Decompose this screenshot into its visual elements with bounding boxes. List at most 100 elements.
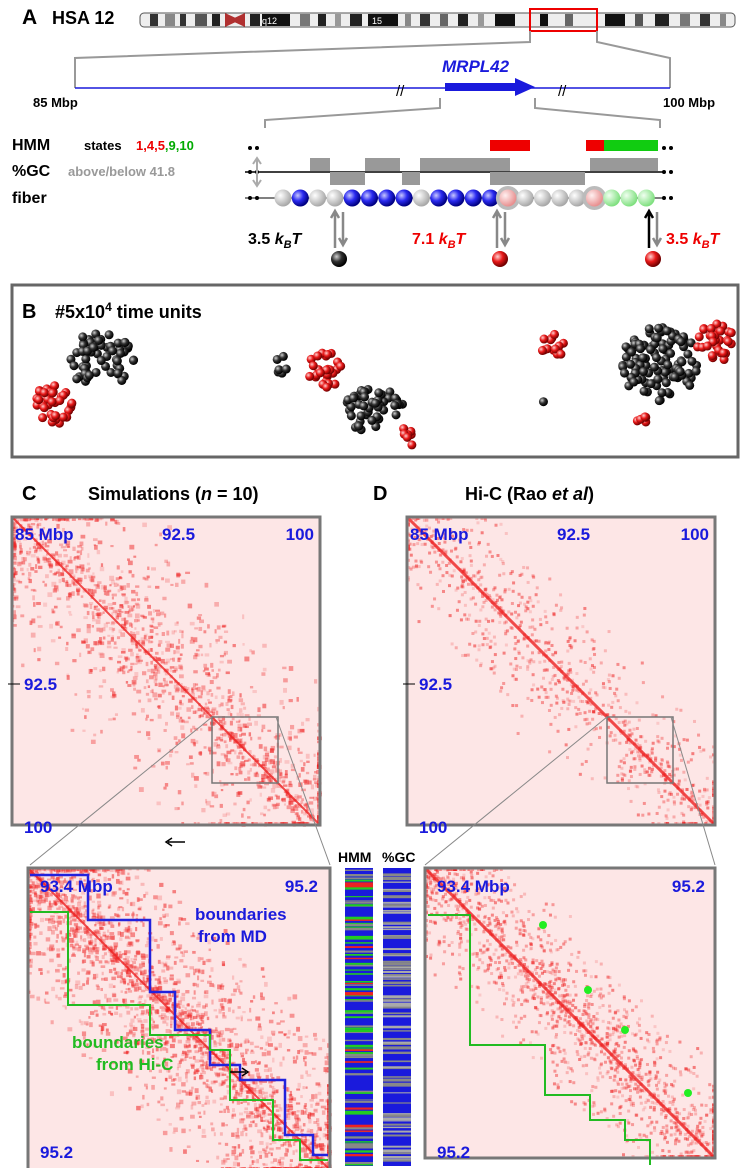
contact [614, 717, 618, 721]
contact [554, 682, 558, 686]
contact [277, 1103, 281, 1109]
contact [64, 896, 69, 901]
contact [264, 1064, 268, 1068]
contact [268, 759, 271, 765]
contact [324, 1121, 328, 1126]
contact [650, 749, 654, 753]
contact [92, 1044, 96, 1048]
contact [152, 609, 155, 613]
contact [208, 1087, 212, 1092]
contact [35, 897, 41, 902]
contact [131, 679, 137, 685]
contact [43, 998, 47, 1003]
contact [45, 574, 49, 579]
contact [571, 689, 575, 693]
contact [120, 586, 123, 592]
zoom-line [534, 98, 661, 128]
contact [19, 550, 23, 554]
contact [44, 583, 48, 587]
contact [216, 761, 221, 767]
contact [239, 1073, 245, 1077]
contact [244, 778, 247, 781]
contact [64, 565, 68, 571]
contact [132, 965, 137, 969]
monomer [96, 356, 106, 366]
contact [481, 594, 485, 598]
contact [26, 550, 29, 555]
contact [177, 1039, 182, 1044]
contact [567, 702, 571, 706]
contact [190, 692, 195, 696]
contact [176, 572, 180, 578]
contact [298, 773, 301, 778]
contact [416, 583, 420, 587]
contact [520, 714, 524, 718]
contact [232, 1096, 238, 1102]
contact [289, 1095, 294, 1101]
contact [138, 898, 143, 901]
contact [210, 1122, 214, 1126]
contact [239, 738, 243, 743]
contact [250, 1116, 254, 1119]
contact [686, 760, 690, 764]
contact [454, 546, 458, 550]
contact [123, 950, 128, 956]
contact [159, 1047, 163, 1052]
band [420, 14, 430, 26]
contact [154, 1024, 159, 1029]
contact [280, 1144, 284, 1147]
contact [37, 558, 41, 563]
contact [706, 800, 710, 804]
contact [448, 573, 452, 577]
contact [39, 971, 43, 975]
contact [113, 942, 119, 948]
contact [165, 956, 171, 960]
contact [296, 1026, 301, 1032]
contact [225, 1105, 230, 1110]
contact [522, 637, 526, 641]
monomer [55, 396, 65, 406]
contact [666, 808, 670, 812]
contact [303, 762, 306, 767]
monomer [676, 337, 686, 347]
contact [201, 1128, 206, 1134]
contact [435, 528, 439, 532]
zoom-box [606, 716, 674, 784]
contact [436, 536, 440, 540]
contact [70, 915, 76, 918]
contact [29, 547, 32, 550]
contact [687, 805, 691, 809]
contact [238, 740, 242, 744]
contact [111, 1061, 116, 1065]
contact [12, 587, 16, 590]
contact [240, 1017, 243, 1022]
contact [21, 663, 25, 668]
map-frame [405, 515, 717, 827]
contact [33, 532, 36, 536]
contact [678, 753, 682, 757]
contact [49, 623, 53, 629]
contact [184, 1026, 188, 1031]
contact [317, 741, 320, 744]
contact [309, 1141, 314, 1146]
contact [227, 1043, 232, 1048]
contact [166, 630, 170, 636]
contact [189, 966, 195, 970]
contact [214, 1071, 218, 1075]
contact [126, 929, 130, 933]
contact [95, 517, 100, 521]
monomer [670, 372, 680, 382]
contact [226, 750, 232, 755]
contact [210, 662, 214, 668]
contact [59, 930, 63, 935]
contact [217, 716, 220, 721]
contact [169, 966, 174, 970]
contact [628, 728, 632, 732]
contact [33, 549, 38, 554]
contact [248, 1123, 253, 1128]
contact [620, 772, 624, 776]
contact [303, 1153, 309, 1158]
contact [408, 547, 412, 551]
contact [79, 896, 83, 899]
contact [496, 553, 500, 557]
